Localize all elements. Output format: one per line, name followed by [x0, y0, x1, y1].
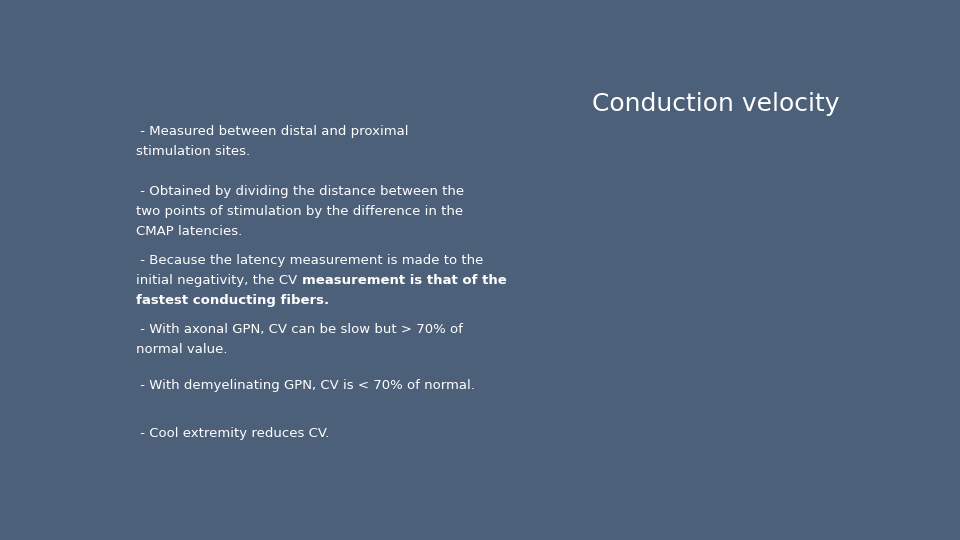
Text: stimulation sites.: stimulation sites. [136, 145, 251, 158]
Text: measurement is that of the: measurement is that of the [301, 274, 507, 287]
Text: Conduction velocity: Conduction velocity [592, 92, 840, 116]
Text: - With demyelinating GPN, CV is < 70% of normal.: - With demyelinating GPN, CV is < 70% of… [136, 379, 475, 392]
Text: - Measured between distal and proximal: - Measured between distal and proximal [136, 125, 409, 138]
Text: - With axonal GPN, CV can be slow but > 70% of: - With axonal GPN, CV can be slow but > … [136, 322, 464, 335]
Text: normal value.: normal value. [136, 342, 228, 355]
Text: fastest conducting fibers.: fastest conducting fibers. [136, 294, 329, 307]
Text: - Obtained by dividing the distance between the: - Obtained by dividing the distance betw… [136, 185, 465, 198]
Text: two points of stimulation by the difference in the: two points of stimulation by the differe… [136, 205, 464, 218]
Text: CMAP latencies.: CMAP latencies. [136, 225, 243, 238]
Text: - Because the latency measurement is made to the: - Because the latency measurement is mad… [136, 254, 484, 267]
Text: initial negativity, the CV: initial negativity, the CV [136, 274, 301, 287]
Text: - Cool extremity reduces CV.: - Cool extremity reduces CV. [136, 427, 329, 440]
